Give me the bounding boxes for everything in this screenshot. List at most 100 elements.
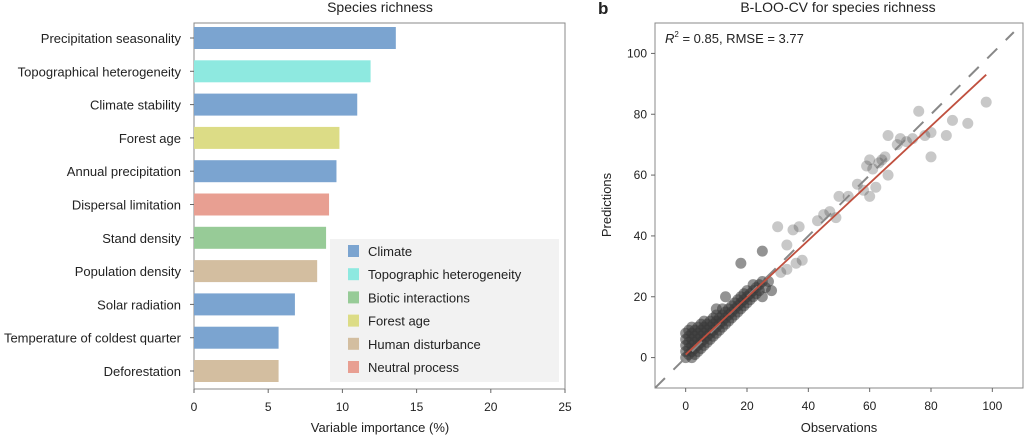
legend-label: Forest age — [368, 314, 430, 329]
bar — [194, 27, 396, 49]
legend: Climate Topographic heterogeneity Biotic i… — [330, 239, 559, 382]
y-tick-label: 60 — [634, 168, 648, 182]
data-point — [861, 160, 873, 172]
bar — [194, 126, 340, 149]
fit-stats: = 0.85, RMSE = 3.77 — [679, 31, 804, 46]
bar — [194, 160, 337, 183]
x-tick-label: 100 — [982, 399, 1002, 413]
data-point — [766, 285, 778, 297]
scatter-chart-bloocv: b B-LOO-CV for species richness R2 = 0.8… — [598, 0, 1024, 435]
data-point — [787, 224, 799, 236]
x-tick-label: 15 — [410, 400, 424, 414]
data-point — [962, 117, 974, 129]
bar — [194, 60, 371, 83]
y-tick-label: Precipitation seasonality — [41, 31, 182, 46]
data-point — [864, 190, 876, 202]
data-point — [876, 154, 888, 166]
legend-swatch — [348, 337, 359, 350]
y-tick-label: Stand density — [102, 231, 181, 246]
y-tick-label: Population density — [75, 264, 182, 279]
legend-swatch — [348, 268, 359, 281]
data-point — [812, 215, 824, 227]
y-tick-label: 40 — [634, 229, 648, 243]
x-tick-label: 25 — [558, 400, 572, 414]
x-tick-label: 40 — [802, 399, 816, 413]
legend-background — [330, 239, 559, 382]
y-tick-label: 20 — [634, 290, 648, 304]
y-tick-label: Climate stability — [90, 98, 182, 113]
data-point — [882, 130, 894, 142]
data-point — [882, 169, 894, 181]
fit-annotation: R2 = 0.85, RMSE = 3.77 — [665, 30, 804, 46]
bar — [194, 360, 279, 382]
data-point — [781, 239, 793, 251]
data-point — [781, 263, 793, 275]
y-tick-label: Topographical heterogeneity — [18, 64, 182, 79]
x-tick-label: 20 — [740, 399, 754, 413]
data-point — [720, 291, 732, 303]
scatter-title: B-LOO-CV for species richness — [740, 0, 935, 15]
data-point — [793, 221, 805, 233]
data-point — [833, 190, 845, 202]
y-tick-label: 0 — [640, 351, 647, 365]
y-tick-label: Dispersal limitation — [72, 198, 181, 213]
legend-label: Climate — [368, 244, 412, 259]
bar-chart-title: Species richness — [327, 0, 433, 15]
y-tick-label: Deforestation — [104, 364, 181, 379]
data-point — [790, 257, 802, 269]
bar — [194, 293, 295, 316]
legend-label: Biotic interactions — [368, 290, 470, 305]
data-point — [873, 157, 885, 169]
data-point — [940, 130, 952, 142]
data-point — [900, 136, 912, 148]
legend-label: Topographic heterogeneity — [368, 267, 522, 282]
x-tick-label: 5 — [265, 400, 272, 414]
data-point — [925, 151, 937, 163]
panel-label-b: b — [598, 0, 608, 18]
y-tick-label: Solar radiation — [97, 297, 181, 312]
data-point — [710, 303, 722, 315]
bar — [194, 260, 318, 283]
identity-line — [655, 31, 1015, 388]
regression-line — [685, 74, 987, 356]
data-point — [946, 114, 958, 126]
data-point — [870, 181, 882, 193]
x-tick-label: 20 — [484, 400, 498, 414]
bar — [194, 326, 279, 349]
data-point — [980, 96, 992, 108]
data-point — [864, 154, 876, 166]
data-point — [735, 257, 747, 269]
x-tick-label: 60 — [863, 399, 877, 413]
y-tick-label: 80 — [634, 107, 648, 121]
legend-swatch — [348, 314, 359, 327]
y-tick-label: Annual precipitation — [67, 164, 181, 179]
legend-swatch — [348, 291, 359, 304]
legend-label: Neutral process — [368, 360, 460, 375]
scatter-y-axis-label: Predictions — [599, 172, 614, 237]
data-point — [824, 206, 836, 218]
data-point — [913, 105, 925, 117]
data-point — [796, 254, 808, 266]
bar — [194, 93, 358, 116]
y-tick-label: Forest age — [119, 131, 181, 146]
data-point — [756, 291, 768, 303]
x-tick-label: 10 — [336, 400, 350, 414]
data-point — [756, 245, 768, 257]
data-point — [867, 163, 879, 175]
data-point — [830, 212, 842, 224]
data-point — [891, 139, 903, 151]
data-point — [851, 178, 863, 190]
legend-swatch — [348, 245, 359, 257]
legend-swatch — [348, 361, 359, 373]
r2-symbol: R — [665, 31, 674, 46]
data-point — [879, 151, 891, 163]
scatter-plot-frame — [654, 22, 1024, 389]
bar-x-axis-label: Variable importance (%) — [311, 420, 449, 435]
data-point — [919, 130, 931, 142]
scatter-x-axis-label: Observations — [801, 420, 878, 435]
x-tick-label: 80 — [924, 399, 938, 413]
x-tick-label: 0 — [682, 399, 689, 413]
r2-superscript: 2 — [674, 30, 679, 39]
bar — [194, 226, 327, 249]
